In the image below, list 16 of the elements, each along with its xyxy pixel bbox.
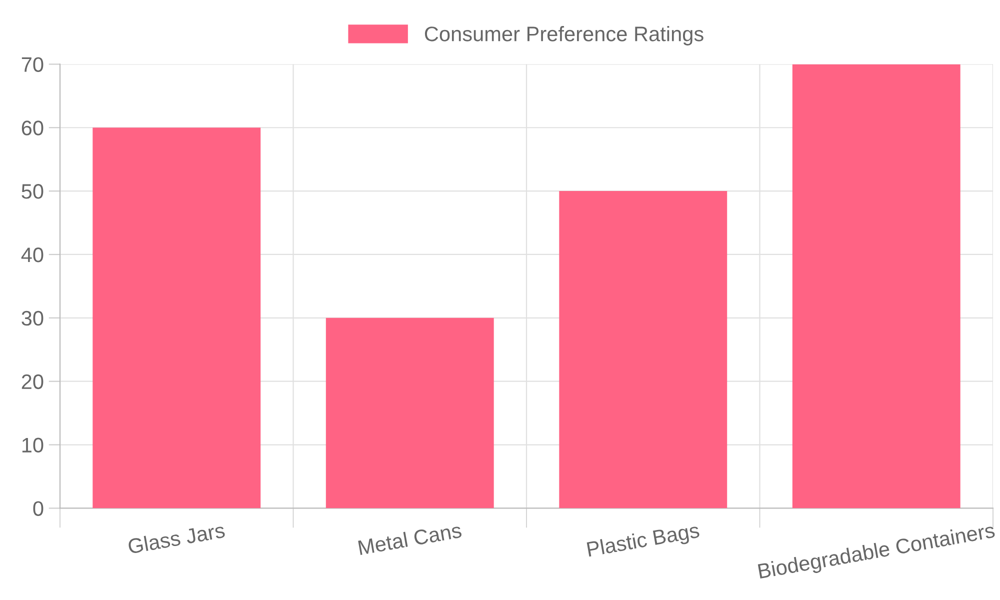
y-tick-label: 10: [22, 438, 44, 453]
y-tick-label: 40: [21, 247, 44, 262]
bar: [792, 64, 960, 508]
y-tick-label: 0: [33, 501, 44, 516]
y-tick-label: 50: [22, 184, 44, 199]
y-tick-label: 60: [22, 120, 44, 136]
x-tick-label: Glass Jars: [128, 522, 226, 554]
y-tick-label: 30: [22, 310, 44, 326]
y-tick-label: 70: [22, 57, 44, 72]
legend-label: Consumer Preference Ratings: [424, 26, 704, 46]
x-tick-label: Plastic Bags: [586, 522, 701, 561]
bar: [92, 128, 261, 508]
y-tick-label: 20: [22, 374, 44, 390]
bar: [559, 191, 728, 508]
x-tick-label: Metal Cans: [358, 522, 462, 556]
bar: [326, 318, 494, 508]
